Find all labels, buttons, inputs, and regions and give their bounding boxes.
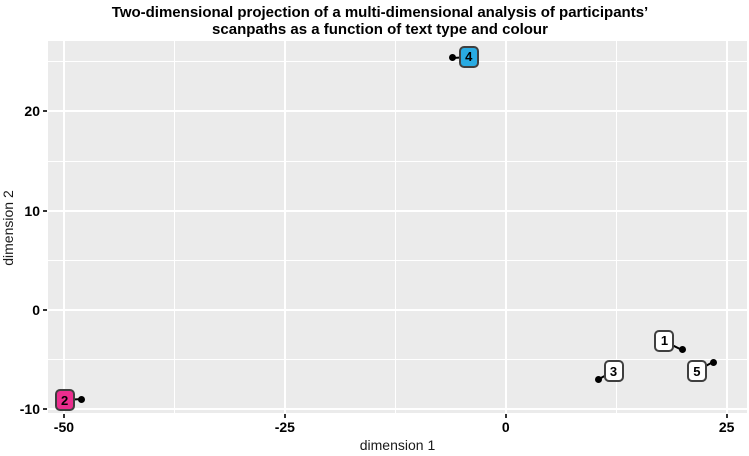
minor-gridline-horizontal [48, 160, 747, 162]
data-point-3 [595, 375, 603, 383]
x-axis-tick-label: -50 [53, 419, 75, 435]
x-axis-tick-label: 0 [501, 419, 510, 435]
minor-gridline-vertical [173, 41, 175, 413]
major-gridline-horizontal [48, 209, 747, 212]
chart-title-line1: Two-dimensional projection of a multi-di… [111, 4, 649, 21]
y-axis-tick-mark [43, 110, 47, 113]
x-axis-title: dimension 1 [359, 437, 436, 453]
minor-gridline-horizontal [48, 259, 747, 261]
point-label-3: 3 [603, 360, 624, 383]
point-label-1: 1 [654, 329, 675, 352]
x-axis-tick-mark [725, 414, 728, 418]
minor-gridline-horizontal [48, 61, 747, 63]
y-axis-tick-label: 10 [24, 202, 40, 219]
y-axis-tick-mark [43, 308, 47, 311]
major-gridline-vertical [283, 41, 286, 413]
data-point-5 [709, 358, 717, 366]
y-axis-tick-label: 20 [24, 103, 40, 120]
x-axis-tick-mark [62, 414, 65, 418]
minor-gridline-vertical [394, 41, 396, 413]
data-point-1 [678, 346, 686, 353]
point-label-2: 2 [54, 389, 75, 412]
x-axis-tick-mark [283, 414, 286, 418]
minor-gridline-horizontal [48, 358, 747, 360]
x-axis-tick-label: 25 [718, 419, 735, 435]
data-point-2 [78, 395, 86, 403]
major-gridline-vertical [504, 41, 507, 413]
y-axis-tick-mark [43, 209, 47, 212]
point-label-5: 5 [686, 360, 707, 383]
major-gridline-vertical [62, 41, 65, 413]
point-label-4: 4 [458, 45, 479, 68]
major-gridline-vertical [725, 41, 728, 413]
data-point-4 [449, 54, 457, 62]
major-gridline-horizontal [48, 308, 747, 311]
chart-title-line2: scanpaths as a function of text type and… [212, 21, 548, 38]
y-axis-tick-label: 0 [32, 301, 40, 318]
plot-panel: 1 2 3 4 5 [48, 41, 747, 413]
y-axis-title: dimension 2 [0, 190, 16, 266]
y-axis-tick-mark [43, 408, 47, 411]
major-gridline-horizontal [48, 408, 747, 411]
y-axis-tick-label: -10 [19, 401, 40, 418]
x-axis-tick-mark [504, 414, 507, 418]
x-axis-tick-label: -25 [274, 419, 295, 435]
chart-title: Two-dimensional projection of a multi-di… [0, 4, 749, 38]
major-gridline-horizontal [48, 110, 747, 113]
minor-gridline-vertical [615, 41, 617, 413]
